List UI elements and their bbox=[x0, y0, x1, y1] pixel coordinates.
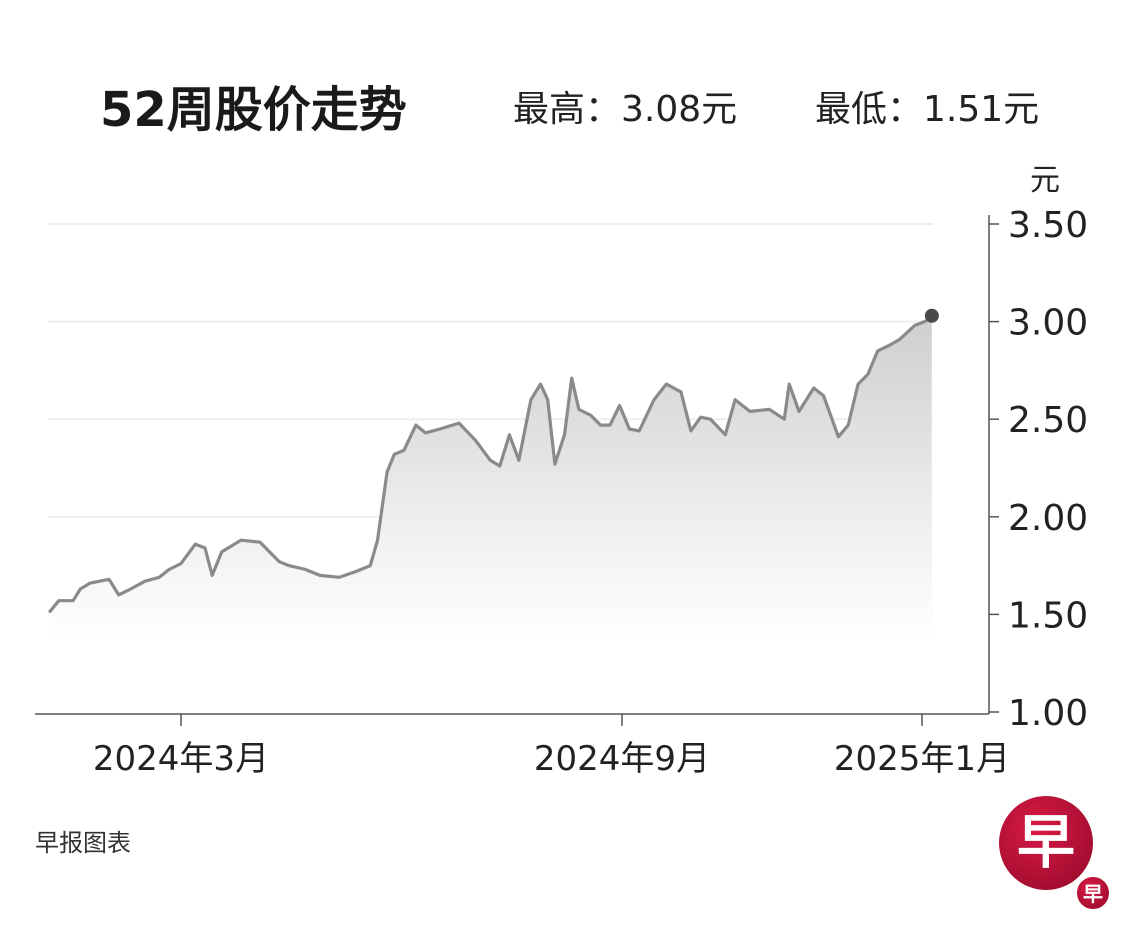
y-axis-unit: 元 bbox=[1030, 163, 1060, 198]
y-tick-label: 1.50 bbox=[1008, 595, 1088, 636]
logo-small-circle bbox=[1075, 875, 1111, 911]
last-price-marker bbox=[924, 308, 939, 323]
x-tick-label: 2024年9月 bbox=[534, 739, 710, 779]
logo-glyph: 早 bbox=[1017, 808, 1075, 876]
price-line bbox=[47, 316, 933, 614]
logo-small-glyph: 早 bbox=[1083, 882, 1103, 906]
logo-circle bbox=[999, 796, 1093, 890]
y-tick-label: 3.50 bbox=[1008, 205, 1088, 246]
price-area bbox=[49, 317, 932, 640]
high-price: 最高：3.08元 bbox=[513, 89, 738, 130]
x-tick-label: 2025年1月 bbox=[834, 739, 1010, 779]
y-tick-label: 2.00 bbox=[1008, 498, 1088, 539]
y-tick-label: 2.50 bbox=[1008, 400, 1088, 441]
y-tick-label: 3.00 bbox=[1008, 303, 1088, 344]
x-tick-label: 2024年3月 bbox=[93, 739, 269, 779]
low-price: 最低：1.51元 bbox=[815, 89, 1040, 130]
y-tick-label: 1.00 bbox=[1008, 693, 1088, 734]
source-label: 早报图表 bbox=[35, 829, 131, 857]
chart-title: 52周股价走势 bbox=[100, 82, 407, 138]
